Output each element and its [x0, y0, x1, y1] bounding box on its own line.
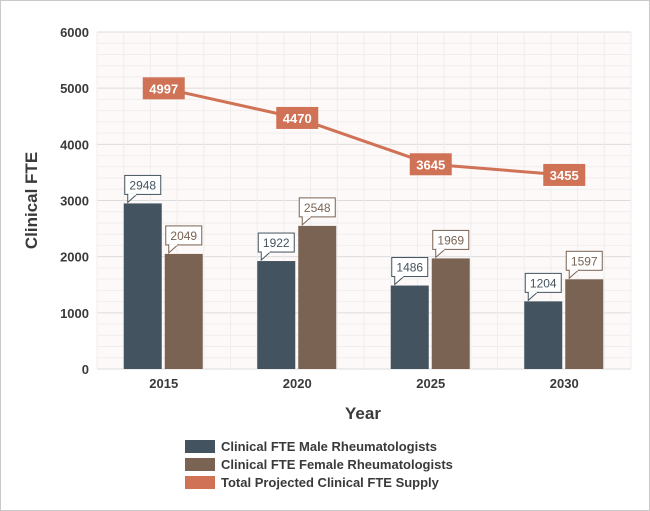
- y-tick-label: 6000: [60, 25, 89, 40]
- bar-female: [164, 253, 203, 369]
- line-label-box: [276, 106, 319, 129]
- data-label-male: 2948: [129, 178, 156, 192]
- data-label-box: [391, 257, 429, 278]
- legend-item-total: Total Projected Clinical FTE Supply: [185, 473, 453, 491]
- data-label-female: 1597: [571, 254, 598, 268]
- data-label-male: 1922: [263, 236, 290, 250]
- y-tick-label: 5000: [60, 81, 89, 96]
- data-label-female: 2548: [304, 201, 331, 215]
- bar-male: [123, 203, 162, 369]
- data-label-male: 1486: [396, 261, 423, 275]
- legend-item-female: Clinical FTE Female Rheumatologists: [185, 455, 453, 473]
- data-label-female: 1969: [437, 233, 464, 247]
- data-label-male: 1204: [530, 276, 557, 290]
- legend-swatch-total: [185, 475, 215, 489]
- bar-female: [565, 279, 604, 369]
- bar-male: [257, 261, 296, 369]
- x-tick-label: 2020: [283, 376, 312, 391]
- x-axis-title: Year: [345, 404, 381, 423]
- line-label-total: 4997: [149, 81, 178, 96]
- bar-male: [524, 301, 563, 369]
- line-label-box: [409, 153, 452, 176]
- y-tick-label: 3000: [60, 194, 89, 209]
- legend-label-total: Total Projected Clinical FTE Supply: [221, 474, 439, 490]
- series-line-total: [163, 86, 565, 177]
- legend-label-female: Clinical FTE Female Rheumatologists: [221, 456, 453, 472]
- x-tick-label: 2030: [550, 376, 579, 391]
- legend-swatch-male: [185, 439, 215, 453]
- bar-male: [390, 285, 429, 369]
- y-tick-label: 1000: [60, 306, 89, 321]
- data-label-female: 2049: [170, 229, 197, 243]
- line-label-total: 4470: [283, 111, 312, 126]
- line-label-box: [543, 163, 586, 186]
- legend-label-male: Clinical FTE Male Rheumatologists: [221, 438, 437, 454]
- data-label-box: [257, 232, 295, 253]
- x-tick-label: 2015: [149, 376, 178, 391]
- data-label-box: [165, 225, 203, 246]
- legend-swatch-female: [185, 457, 215, 471]
- x-tick-label: 2025: [416, 376, 445, 391]
- legend: Clinical FTE Male Rheumatologists Clinic…: [185, 437, 453, 491]
- data-label-box: [524, 272, 562, 293]
- y-tick-label: 4000: [60, 137, 89, 152]
- line-label-total: 3455: [550, 168, 579, 183]
- data-label-box: [432, 229, 470, 250]
- bar-female: [298, 225, 337, 369]
- data-label-box: [124, 174, 162, 195]
- data-label-box: [565, 250, 603, 271]
- y-tick-label: 0: [82, 362, 89, 377]
- y-axis-title: Clinical FTE: [22, 152, 41, 249]
- y-tick-label: 2000: [60, 250, 89, 265]
- bar-female: [431, 258, 470, 369]
- legend-item-male: Clinical FTE Male Rheumatologists: [185, 437, 453, 455]
- data-label-box: [298, 197, 336, 218]
- line-label-total: 3645: [416, 157, 445, 172]
- line-label-box: [142, 77, 185, 100]
